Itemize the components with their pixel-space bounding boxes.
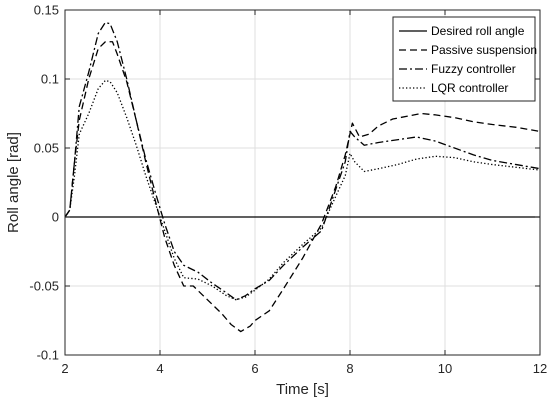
y-tick-label: 0 [52, 210, 59, 225]
legend-entry: Passive suspension [431, 43, 537, 57]
y-tick-label: 0.15 [34, 3, 59, 18]
y-tick-label: 0.1 [41, 72, 59, 87]
legend: Desired roll angle Passive suspension Fuzz… [392, 16, 537, 102]
legend-entry: LQR controller [431, 81, 508, 95]
y-tick-label: -0.1 [37, 348, 59, 363]
x-tick-label: 6 [251, 361, 258, 376]
legend-entry: Fuzzy controller [431, 62, 516, 76]
legend-entry: Desired roll angle [431, 24, 525, 38]
series-line-fuzzy-controller [64, 21, 541, 301]
x-tick-label: 12 [533, 361, 547, 376]
series-layer [64, 21, 541, 333]
x-tick-label: 2 [61, 361, 68, 376]
y-tick-label: -0.05 [29, 279, 59, 294]
x-axis-label: Time [s] [276, 381, 329, 398]
x-tick-label: 8 [346, 361, 353, 376]
plot-frame [64, 9, 541, 356]
y-axis-label: Roll angle [rad] [5, 132, 22, 233]
series-line-lqr-controller [64, 79, 541, 301]
x-tick-label: 4 [156, 361, 163, 376]
y-tick-label: 0.05 [34, 141, 59, 156]
x-tick-label: 10 [438, 361, 452, 376]
series-line-passive-suspension [64, 41, 541, 333]
ticks: 2 4 6 8 10 12 -0.1 -0.05 0 0.05 0.1 0.15 [29, 3, 547, 377]
